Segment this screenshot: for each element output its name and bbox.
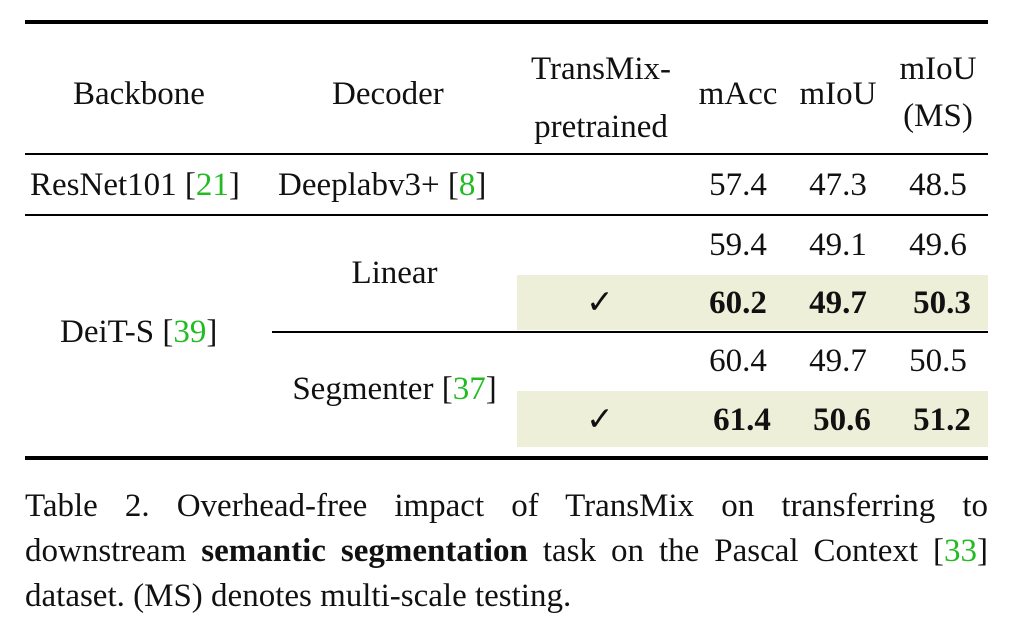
segmenter-decoder: Segmenter [37] xyxy=(292,371,497,407)
header-backbone: Backbone xyxy=(73,76,205,112)
row3-miou-ms: 50.3 xyxy=(913,285,971,321)
row2-macc: 59.4 xyxy=(709,227,767,263)
checkmark-icon: ✓ xyxy=(586,402,614,438)
citation-link[interactable]: 37 xyxy=(452,371,486,407)
deit-backbone: DeiT-S [39] xyxy=(60,314,218,350)
row1-macc: 57.4 xyxy=(709,167,767,203)
bottom-rule xyxy=(25,456,988,460)
citation-link[interactable]: 39 xyxy=(173,314,207,350)
header-decoder: Decoder xyxy=(332,76,444,112)
row5-macc: 61.4 xyxy=(713,402,771,438)
header-miou-ms-line2: (MS) xyxy=(903,98,973,134)
row3-miou: 49.7 xyxy=(809,285,867,321)
header-transmix-line2: pretrained xyxy=(534,109,668,145)
table-caption: Table 2. Overhead-free impact of TransMi… xyxy=(25,488,988,614)
row1-backbone: ResNet101 [21] xyxy=(30,167,240,203)
row3-macc: 60.2 xyxy=(709,285,767,321)
header-miou-ms-line1: mIoU xyxy=(899,51,977,87)
top-rule xyxy=(25,20,988,24)
citation-link[interactable]: 33 xyxy=(944,533,977,569)
checkmark-icon: ✓ xyxy=(586,285,614,321)
row1-miou-ms: 48.5 xyxy=(909,167,967,203)
row5-miou: 50.6 xyxy=(813,402,871,438)
highlight-row-linear-transmix xyxy=(517,275,988,330)
header-macc: mAcc xyxy=(698,76,778,112)
row1-miou: 47.3 xyxy=(809,167,867,203)
citation-link[interactable]: 8 xyxy=(458,167,476,203)
highlight-row-segmenter-transmix xyxy=(517,391,988,447)
header-transmix-line1: TransMix- xyxy=(531,51,671,87)
row4-miou-ms: 50.5 xyxy=(909,343,967,379)
caption-emphasis: semantic segmentation xyxy=(201,533,528,569)
header-rule xyxy=(25,153,988,155)
linear-decoder: Linear xyxy=(351,255,438,291)
row5-miou-ms: 51.2 xyxy=(913,402,971,438)
row1-decoder: Deeplabv3+ [8] xyxy=(278,167,487,203)
row2-miou-ms: 49.6 xyxy=(909,227,967,263)
row2-miou: 49.1 xyxy=(809,227,867,263)
decoder-separator-rule xyxy=(272,331,988,333)
row-rule xyxy=(25,214,988,216)
row4-macc: 60.4 xyxy=(709,343,767,379)
header-miou: mIoU xyxy=(799,76,877,112)
citation-link[interactable]: 21 xyxy=(195,167,229,203)
row4-miou: 49.7 xyxy=(809,343,867,379)
